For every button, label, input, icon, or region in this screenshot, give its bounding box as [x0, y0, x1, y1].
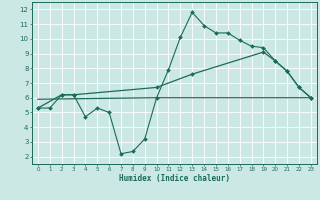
X-axis label: Humidex (Indice chaleur): Humidex (Indice chaleur): [119, 174, 230, 183]
